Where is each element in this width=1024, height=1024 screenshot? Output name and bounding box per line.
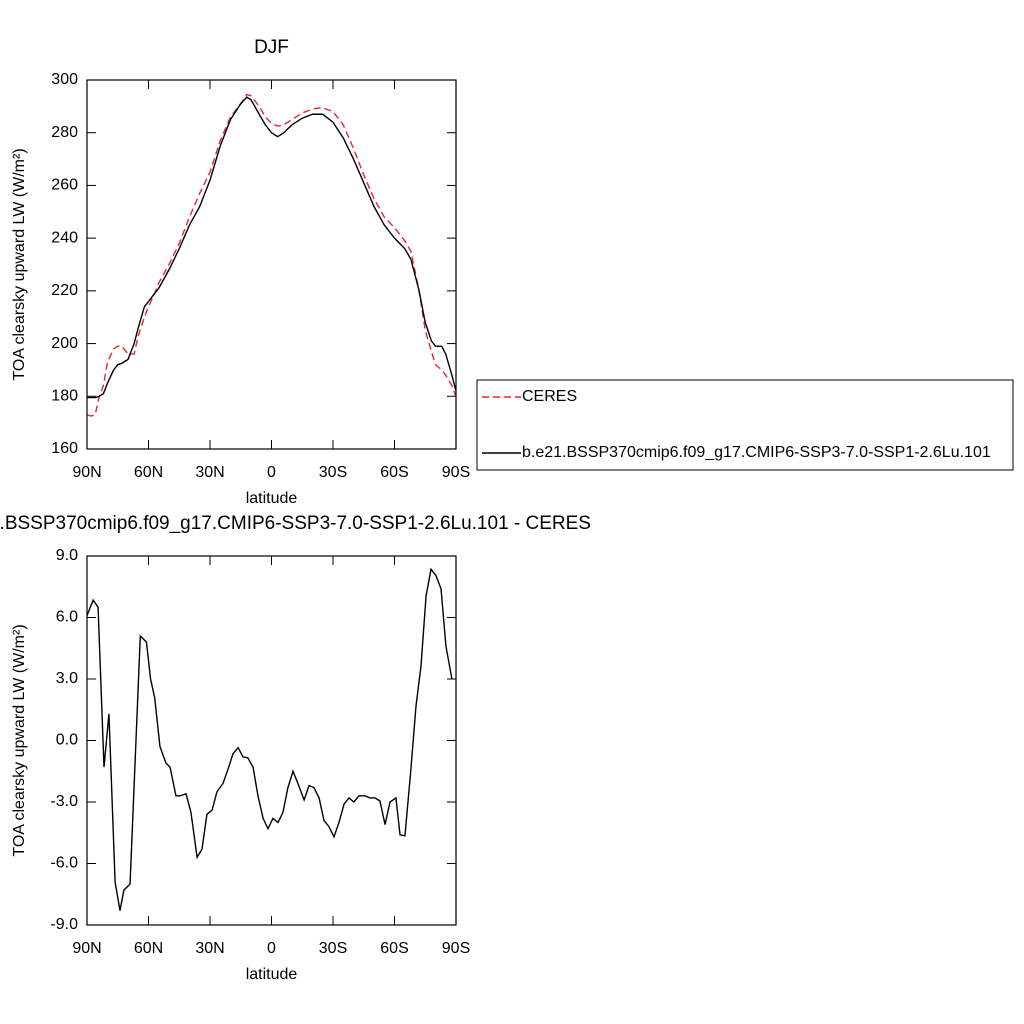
y-tick-label: -9.0	[50, 916, 78, 933]
plot-frame	[86, 79, 457, 450]
x-tick-label: 30S	[319, 940, 347, 957]
y-tick-label: 3.0	[56, 670, 78, 687]
y-tick-label: -6.0	[50, 855, 78, 872]
y-tick-label: -3.0	[50, 793, 78, 810]
chart-title: b.e21.BSSP370cmip6.f09_g17.CMIP6-SSP3-7.…	[0, 513, 591, 534]
legend-label: CERES	[522, 388, 577, 405]
x-tick-label: 60N	[134, 940, 163, 957]
plot-frame	[86, 555, 457, 926]
y-tick-label: 9.0	[56, 547, 78, 564]
x-tick-label: 30N	[195, 940, 224, 957]
y-tick-label: 220	[51, 282, 78, 299]
x-tick-label: 90S	[442, 464, 470, 481]
data-line	[87, 96, 457, 399]
data-line	[86, 93, 457, 417]
y-tick-label: 240	[51, 229, 78, 246]
x-tick-label: 90S	[442, 940, 470, 957]
x-tick-label: 90N	[72, 940, 101, 957]
x-tick-label: 60N	[134, 464, 163, 481]
chart-title: DJF	[254, 37, 289, 58]
x-tick-label: 0	[267, 940, 276, 957]
data-line	[86, 567, 453, 911]
y-tick-label: 200	[51, 335, 78, 352]
x-tick-label: 60S	[380, 464, 408, 481]
y-axis-label: TOA clearsky upward LW (W/m²)	[11, 148, 28, 380]
y-tick-label: 300	[51, 71, 78, 88]
y-tick-label: 160	[51, 440, 78, 457]
x-tick-label: 30S	[319, 464, 347, 481]
y-axis-label: TOA clearsky upward LW (W/m²)	[11, 624, 28, 856]
x-axis-label: latitude	[246, 490, 298, 507]
x-tick-label: 30N	[195, 464, 224, 481]
y-tick-label: 180	[51, 388, 78, 405]
y-tick-label: 280	[51, 124, 78, 141]
legend-box	[476, 379, 1014, 471]
y-tick-label: 0.0	[56, 732, 78, 749]
x-axis-label: latitude	[246, 966, 298, 983]
x-tick-label: 0	[267, 464, 276, 481]
legend-label: b.e21.BSSP370cmip6.f09_g17.CMIP6-SSP3-7.…	[522, 444, 991, 461]
x-tick-label: 60S	[380, 940, 408, 957]
x-tick-label: 90N	[72, 464, 101, 481]
y-tick-label: 260	[51, 177, 78, 194]
y-tick-label: 6.0	[56, 609, 78, 626]
